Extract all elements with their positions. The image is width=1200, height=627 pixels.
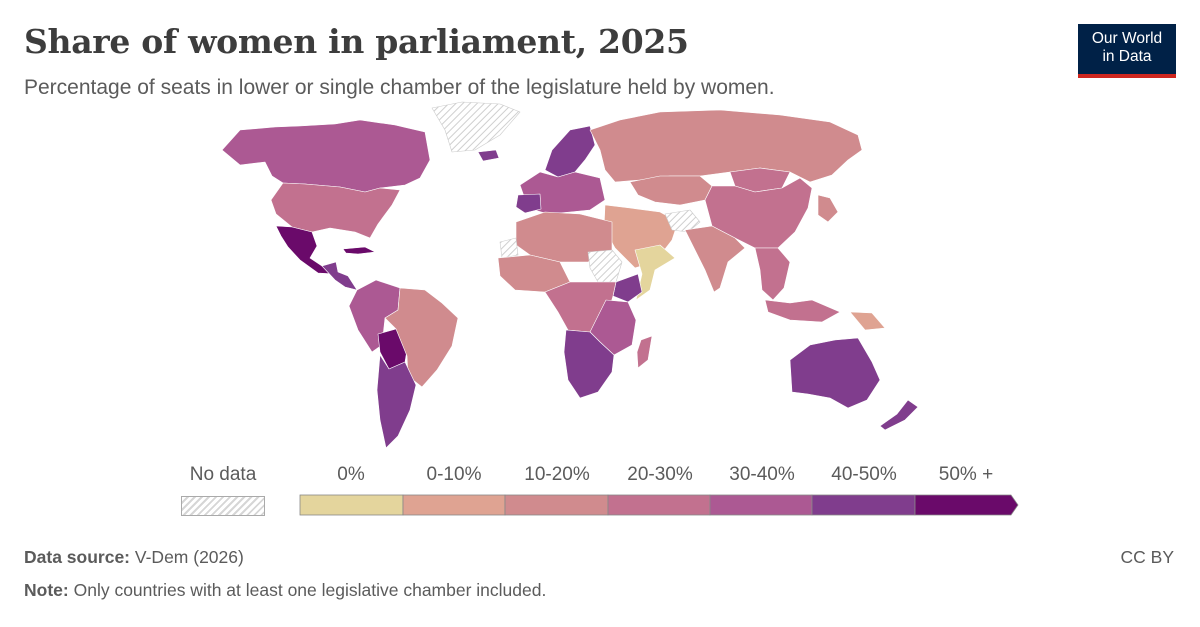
legend-label-1: 0-10% xyxy=(426,464,482,485)
region-argentina-chile[interactable] xyxy=(376,354,417,448)
legend-no-data-swatch xyxy=(181,496,265,516)
region-spain[interactable] xyxy=(515,193,542,214)
region-andean-south-america[interactable] xyxy=(348,279,401,353)
legend-swatch-1[interactable] xyxy=(402,494,506,516)
legend-swatch-5[interactable] xyxy=(811,494,916,516)
region-china[interactable] xyxy=(704,177,813,249)
legend-label-2: 10-20% xyxy=(524,464,590,485)
region-australia[interactable] xyxy=(789,337,881,409)
region-central-asia[interactable] xyxy=(629,175,713,206)
legend-swatch-0[interactable] xyxy=(299,494,404,516)
region-cuba[interactable] xyxy=(342,246,376,255)
color-legend xyxy=(299,494,1019,516)
chart-note: Note: Only countries with at least one l… xyxy=(24,580,546,601)
region-central-america[interactable] xyxy=(321,261,358,291)
legend-no-data-label: No data xyxy=(189,464,257,485)
region-western-sahara[interactable] xyxy=(499,237,519,259)
legend-swatch-6[interactable] xyxy=(914,494,1019,516)
legend-label-0: 0% xyxy=(337,464,365,485)
region-russia[interactable] xyxy=(589,109,863,183)
data-source-link[interactable]: V-Dem (2026) xyxy=(134,547,244,567)
data-source-label: Data source: xyxy=(24,547,131,567)
region-sudan[interactable] xyxy=(587,249,623,283)
region-greenland[interactable] xyxy=(431,101,521,153)
owid-logo[interactable]: Our World in Data xyxy=(1078,24,1176,78)
region-papua-new-guinea[interactable] xyxy=(849,311,886,331)
region-madagascar[interactable] xyxy=(636,335,653,369)
legend-swatch-3[interactable] xyxy=(607,494,711,516)
license-link[interactable]: CC BY xyxy=(1120,547,1174,567)
region-western-europe[interactable] xyxy=(519,171,606,215)
region-canada[interactable] xyxy=(221,119,431,193)
region-southern-africa[interactable] xyxy=(563,329,615,399)
legend-label-3: 20-30% xyxy=(627,464,693,485)
logo-line-1: Our World xyxy=(1091,30,1163,47)
legend-swatch-2[interactable] xyxy=(504,494,609,516)
legend-swatch-4[interactable] xyxy=(709,494,813,516)
chart-subtitle: Percentage of seats in lower or single c… xyxy=(24,76,775,99)
note-text: Only countries with at least one legisla… xyxy=(73,580,547,600)
world-map xyxy=(221,101,919,448)
legend-label-6: 50% + xyxy=(938,464,994,485)
logo-line-2: in Data xyxy=(1102,48,1152,65)
legend-label-5: 40-50% xyxy=(831,464,897,485)
region-india[interactable] xyxy=(684,225,746,293)
region-southeast-asia[interactable] xyxy=(754,247,791,301)
region-brazil[interactable] xyxy=(384,287,459,388)
region-united-states[interactable] xyxy=(270,182,401,239)
region-japan[interactable] xyxy=(817,194,839,223)
region-afghanistan[interactable] xyxy=(664,209,701,233)
chart-title: Share of women in parliament, 2025 xyxy=(24,22,689,61)
legend-label-4: 30-40% xyxy=(729,464,795,485)
data-source: Data source: V-Dem (2026) xyxy=(24,547,244,568)
note-label: Note: xyxy=(24,580,69,600)
region-new-zealand[interactable] xyxy=(879,399,919,431)
region-horn-yemen[interactable] xyxy=(634,244,676,301)
region-indonesia[interactable] xyxy=(764,299,841,323)
region-iceland[interactable] xyxy=(477,149,500,162)
region-scandinavia[interactable] xyxy=(544,125,596,178)
